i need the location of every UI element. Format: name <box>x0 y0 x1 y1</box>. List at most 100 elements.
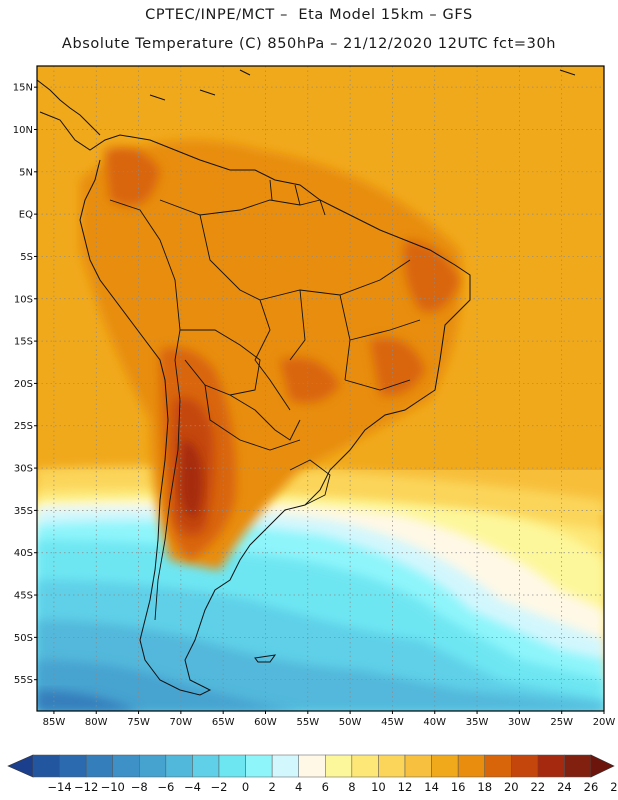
lon-label: 25W <box>550 717 573 728</box>
colorbar-box <box>564 754 592 778</box>
coastline <box>37 69 576 696</box>
border-argentina-chile <box>154 359 181 621</box>
colorbar-box <box>32 754 60 778</box>
colorbar-box <box>511 754 539 778</box>
colorbar-box <box>245 754 273 778</box>
colorbar-labels: −14 −12 −10 −8 −6 −4 −2 0 2 4 6 8 10 12 14 16 18 20 22 24 26… <box>47 780 618 794</box>
colorbar-box <box>271 754 299 778</box>
colorbar-label: 16 <box>451 780 466 794</box>
lat-label: 15N <box>13 83 33 94</box>
colorbar-label: −6 <box>157 780 174 794</box>
border-andes-east <box>109 199 181 361</box>
colorbar-label: −8 <box>131 780 148 794</box>
colorbar-label: 0 <box>242 780 249 794</box>
colorbar-arrow-low <box>7 754 34 778</box>
chart-title-line1: CPTEC/INPE/MCT – Eta Model 15km – GFS <box>145 7 473 23</box>
graticule-grid <box>37 66 604 711</box>
lat-label: 20S <box>14 379 33 390</box>
lat-label: 45S <box>14 591 33 602</box>
longitude-labels: 85W 80W 75W 70W 65W 60W 55W 50W 45W 40W 35W 30W 25W 2… <box>43 711 616 728</box>
lon-label: 65W <box>212 717 235 728</box>
caribbean-islands <box>149 69 576 101</box>
lat-label: EQ <box>19 210 33 221</box>
colorbar-box <box>218 754 246 778</box>
colorbar-label: 2 <box>268 780 275 794</box>
colorbar-label: −10 <box>101 780 125 794</box>
country-borders <box>109 179 421 621</box>
colorbar-box <box>351 754 379 778</box>
colorbar-box <box>112 754 140 778</box>
lat-label: 15S <box>14 337 33 348</box>
lon-label: 30W <box>508 717 531 728</box>
lat-label: 50S <box>14 633 33 644</box>
colorbar-arrow-high <box>590 754 615 778</box>
colorbar-label: 8 <box>348 780 355 794</box>
lat-label: 10N <box>13 125 33 136</box>
lon-label: 60W <box>254 717 277 728</box>
colorbar-label: −14 <box>47 780 71 794</box>
latitude-labels: 15N 10N 5N EQ 5S 10S 15S 20S 25S 30S 35S 40S 45S 50S 5… <box>13 83 37 686</box>
field-warm-east <box>370 338 425 396</box>
lat-label: 35S <box>14 506 33 517</box>
colorbar-box <box>457 754 485 778</box>
border-uruguay <box>289 459 331 506</box>
south-america-outline <box>39 111 471 696</box>
colorbar-label: 14 <box>424 780 439 794</box>
colorbar-box <box>59 754 87 778</box>
colorbar <box>7 754 615 778</box>
lon-label: 85W <box>43 717 66 728</box>
lon-label: 45W <box>381 717 404 728</box>
lon-label: 50W <box>339 717 362 728</box>
colorbar-box <box>325 754 353 778</box>
lon-label: 40W <box>423 717 446 728</box>
colorbar-box <box>85 754 113 778</box>
colorbar-box <box>431 754 459 778</box>
field-band-m8 <box>37 690 140 711</box>
border-brazil-west <box>199 214 291 411</box>
lon-label: 20W <box>593 717 616 728</box>
colorbar-box <box>484 754 512 778</box>
colorbar-label: −2 <box>211 780 228 794</box>
colorbar-label: −4 <box>184 780 201 794</box>
colorbar-box <box>537 754 565 778</box>
colorbar-box <box>378 754 406 778</box>
lon-label: 80W <box>85 717 108 728</box>
lat-label: 5N <box>19 167 33 178</box>
border-brazil-north <box>159 199 321 216</box>
map-frame <box>36 65 605 712</box>
border-argentina-north <box>204 384 301 451</box>
colorbar-label: 20 <box>504 780 519 794</box>
colorbar-box <box>298 754 326 778</box>
colorbar-label: 12 <box>398 780 413 794</box>
colorbar-box <box>165 754 193 778</box>
lat-label: 30S <box>14 464 33 475</box>
border-paraguay <box>229 394 301 441</box>
border-bolivia <box>180 329 261 396</box>
colorbar-label: 28 <box>610 780 618 794</box>
colorbar-label: −12 <box>74 780 98 794</box>
lat-label: 25S <box>14 421 33 432</box>
colorbar-label: 6 <box>322 780 329 794</box>
lon-label: 35W <box>466 717 489 728</box>
colorbar-box <box>404 754 432 778</box>
chart-title-line2: Absolute Temperature (C) 850hPa – 21/12/… <box>61 36 557 52</box>
colorbar-label: 18 <box>477 780 492 794</box>
colorbar-box <box>139 754 167 778</box>
field-warm-northeast <box>404 240 460 312</box>
lat-label: 55S <box>14 675 33 686</box>
field-warm-26 <box>180 440 203 520</box>
field-warm-central <box>280 357 340 403</box>
colorbar-label: 10 <box>371 780 386 794</box>
border-guianas <box>269 179 326 216</box>
lat-label: 5S <box>20 252 33 263</box>
colorbar-label: 4 <box>295 780 302 794</box>
field-band-m4 <box>37 660 300 711</box>
central-america-outline <box>37 79 101 136</box>
lon-label: 55W <box>296 717 319 728</box>
lon-label: 70W <box>170 717 193 728</box>
colorbar-label: 26 <box>584 780 599 794</box>
colorbar-label: 24 <box>557 780 572 794</box>
border-brazil-states <box>259 259 421 391</box>
lat-label: 10S <box>14 294 33 305</box>
